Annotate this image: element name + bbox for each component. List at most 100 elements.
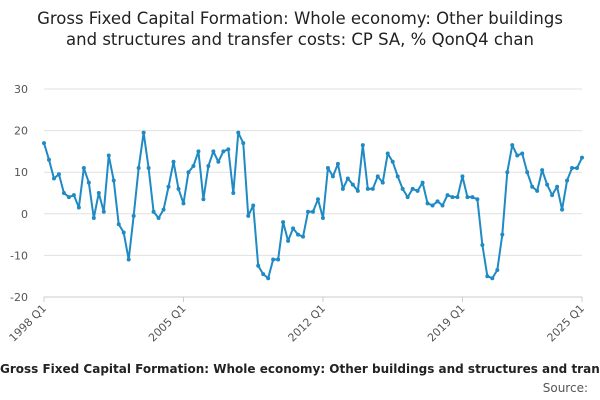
data-point [131,213,136,218]
data-point [535,188,540,193]
data-point [485,274,490,279]
data-point [111,178,116,183]
data-point [570,166,575,171]
data-point [580,155,584,160]
data-point [420,180,425,185]
y-tick-label: 10 [14,166,28,179]
data-point [410,186,415,191]
data-point [91,215,96,220]
data-point [365,186,370,191]
data-point [66,195,71,200]
gridlines [44,88,582,256]
data-point [216,159,221,164]
data-point [360,143,365,148]
y-tick-label: 30 [14,83,28,96]
data-point [296,232,301,237]
data-point [495,267,500,272]
data-point [395,174,400,179]
data-point [480,243,485,247]
chart-title: Gross Fixed Capital Formation: Whole eco… [37,9,563,49]
y-tick-label: -20 [10,291,28,304]
data-point [335,161,340,166]
data-point [281,220,286,225]
data-point [415,188,420,193]
data-point [51,176,56,181]
data-point [565,178,570,183]
data-point [61,191,66,195]
data-point [355,188,360,193]
data-point [475,197,480,202]
data-point [340,186,345,191]
data-point [226,147,231,152]
data-point [350,182,355,187]
data-point [121,230,126,235]
y-tick-label: -10 [10,249,28,262]
data-point [550,193,555,198]
series-line [43,131,583,280]
data-point [375,174,380,179]
data-point [206,163,211,168]
data-point [445,193,450,198]
data-point [96,191,101,195]
data-point [42,141,46,146]
data-point [261,272,266,277]
data-point [330,174,335,179]
data-point [405,195,410,200]
data-point [246,213,251,218]
data-point [141,130,146,135]
y-axis: -20 -10 0 10 20 30 [10,83,28,304]
data-point [380,180,385,185]
data-point [460,174,465,179]
data-point [126,257,131,262]
data-point [116,222,121,227]
data-point [221,149,226,154]
data-point [440,203,445,208]
x-axis: 1998 Q1 2005 Q1 2012 Q1 2019 Q1 2025 Q1 [7,297,587,345]
data-point [186,170,191,175]
data-point [106,153,111,158]
data-point [370,186,375,191]
data-point [560,207,565,212]
data-point [455,195,460,200]
data-point [510,143,515,148]
data-point [520,151,525,156]
y-tick-label: 20 [14,125,28,138]
data-point [540,168,545,173]
data-point [211,149,216,154]
data-point [271,257,276,262]
data-point [315,197,320,202]
data-point [256,263,261,268]
data-point [46,157,51,162]
data-point [171,159,176,164]
data-point [525,170,530,175]
data-point [465,195,470,200]
data-point [430,203,435,208]
data-point [151,209,156,214]
data-point [86,180,91,185]
data-point [530,184,535,189]
data-point [545,182,550,187]
data-point [311,209,315,214]
data-point [320,215,325,220]
data-point [196,149,201,154]
legend: Gross Fixed Capital Formation: Whole eco… [0,362,600,376]
x-tick-label: 2005 Q1 [146,302,189,345]
data-point [166,184,171,189]
data-point [470,195,475,200]
data-point [276,257,281,262]
data-point [390,159,395,164]
data-point [241,141,246,146]
series-points [42,130,584,281]
data-point [555,184,560,189]
data-point [450,195,455,200]
data-point [76,205,81,210]
x-tick-label: 2019 Q1 [425,302,468,345]
data-point [56,172,61,177]
data-point [575,166,580,171]
data-point [286,238,291,243]
data-point [266,276,271,281]
data-point [505,170,510,175]
data-point [161,207,166,212]
data-point [156,215,161,220]
